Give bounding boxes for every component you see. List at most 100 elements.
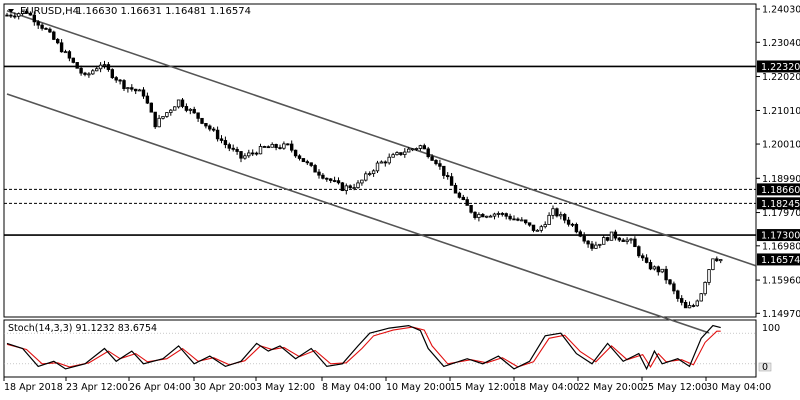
level-price-label: 1.18245 [761,199,800,210]
candle [590,241,594,251]
symbol-timeframe: EURUSD,H4 [20,6,79,17]
stochastic-scale-min-box [758,362,772,372]
price-tick-label: 1.15960 [762,276,800,287]
candle [547,212,551,225]
candle [699,293,703,302]
candle [106,62,111,72]
candle-body [582,235,586,242]
candle [28,11,33,16]
price-tick-label: 1.20010 [762,140,800,151]
candle [192,106,196,114]
time-tick-label: 26 Apr 04:00 [129,382,191,393]
candle [196,112,200,122]
candle [691,303,696,308]
price-pane[interactable] [3,3,757,318]
channel-lower-line[interactable] [6,93,710,334]
candle-body [457,192,462,198]
candle [172,106,177,111]
candle-body [711,258,715,271]
candle [48,27,52,33]
channel-upper-line[interactable] [6,9,757,267]
candle [83,71,87,77]
candle [426,146,430,159]
candle-body [91,70,95,75]
candle [668,278,672,286]
candle [133,88,138,95]
candle [149,102,153,113]
candle-body [617,237,621,241]
candle [676,289,680,302]
candle-body [289,143,294,151]
candle [344,183,348,195]
candle-body [578,231,582,237]
price-tick-label: 1.23040 [762,38,800,49]
candle [695,299,699,307]
stochastic-lines [4,324,756,371]
candle-body [488,215,493,218]
candle [266,145,270,149]
candle-body [122,80,126,89]
stochastic-pane[interactable] [3,319,757,378]
candle [71,57,75,64]
candle-body [598,243,602,246]
candle-body [477,214,481,218]
candle-body [192,108,196,114]
candle [707,269,711,286]
candle-body [219,138,224,141]
level-price-box [757,60,800,73]
candle-body [24,11,29,14]
candle [430,154,434,161]
candle-body [656,266,660,273]
candle-body [379,161,384,164]
candle-body [594,244,598,249]
candle [219,135,224,144]
candle [137,88,142,92]
candle [535,229,540,232]
candle-body [133,88,138,92]
candle-body [629,238,633,241]
time-tick-label: 8 May 04:00 [322,382,381,393]
candle [356,180,360,189]
candle [364,171,368,182]
candle [379,160,384,164]
candle [641,253,645,261]
candle [52,30,56,41]
candle [20,11,25,16]
candle [9,13,13,18]
candle [184,103,189,113]
candle [703,281,707,296]
price-tick-label: 1.22020 [762,72,800,83]
candle [24,8,29,14]
candle [586,240,590,248]
candle-body [332,180,337,182]
candle-body [87,73,91,76]
candle-body [28,12,33,16]
candle [508,213,512,221]
candle [492,212,497,220]
candle [687,301,692,309]
candle [157,114,161,128]
level-price-label: 1.18660 [761,185,800,196]
candle [204,122,208,129]
candle [488,214,493,218]
candle [153,111,157,129]
candle [683,299,688,309]
candle [524,219,528,225]
candle [313,163,317,173]
candle [465,196,469,206]
candle-body [613,231,618,239]
candle-body [465,199,469,206]
candle [442,165,446,179]
candle-body [223,140,228,146]
candle-body [406,148,411,153]
candle [559,211,563,220]
candle-body [430,156,434,161]
level-price-label: 1.17300 [761,231,800,242]
candle-body [383,161,387,164]
candle [36,20,40,29]
candle-body [231,147,235,150]
collapse-triangle-icon[interactable] [8,9,14,13]
candle [574,222,579,234]
price-tick-label: 1.24030 [762,5,800,16]
